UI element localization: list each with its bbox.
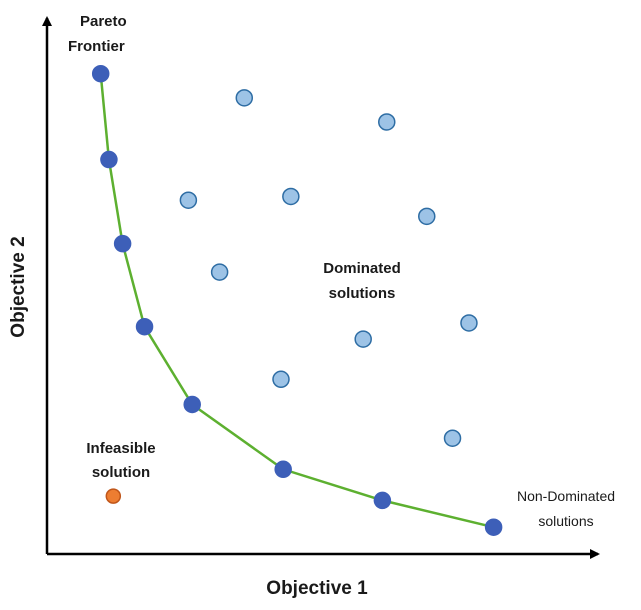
- points-layer: [91, 64, 503, 536]
- non-dominated-point-4: [135, 317, 154, 336]
- non-dominated-point-5: [183, 395, 201, 414]
- x-axis-label: Objective 1: [266, 578, 368, 599]
- dominated-point-2: [378, 113, 396, 131]
- pareto-frontier-annotation-line2: Frontier: [68, 38, 125, 55]
- dominated-annotation-line2: solutions: [329, 285, 396, 302]
- dominated-point-3: [179, 191, 198, 209]
- infeasible-point-1: [105, 488, 122, 504]
- non-dominated-point-2: [100, 150, 118, 169]
- dominated-point-4: [282, 187, 300, 206]
- dominated-point-1: [235, 89, 254, 107]
- non-dominated-point-8: [484, 518, 503, 536]
- non-dominated-point-3: [113, 234, 132, 253]
- pareto-frontier-annotation-line1: Pareto: [80, 13, 127, 30]
- non-dominated-annotation-line2: solutions: [538, 513, 593, 529]
- infeasible-annotation-line2: solution: [92, 464, 150, 481]
- y-axis-label: Objective 2: [8, 236, 29, 337]
- dominated-point-9: [272, 370, 290, 389]
- dominated-point-10: [443, 429, 462, 447]
- dominated-point-7: [354, 330, 372, 348]
- non-dominated-annotation-line1: Non-Dominated: [517, 488, 615, 504]
- pareto-frontier-line: [99, 73, 494, 529]
- dominated-point-6: [210, 263, 229, 281]
- infeasible-annotation-line1: Infeasible: [86, 440, 155, 457]
- dominated-annotation-line1: Dominated: [323, 260, 401, 277]
- non-dominated-point-1: [91, 64, 110, 83]
- non-dominated-point-7: [373, 491, 392, 510]
- dominated-point-5: [418, 207, 436, 226]
- dominated-point-8: [460, 314, 478, 332]
- non-dominated-point-6: [274, 460, 292, 479]
